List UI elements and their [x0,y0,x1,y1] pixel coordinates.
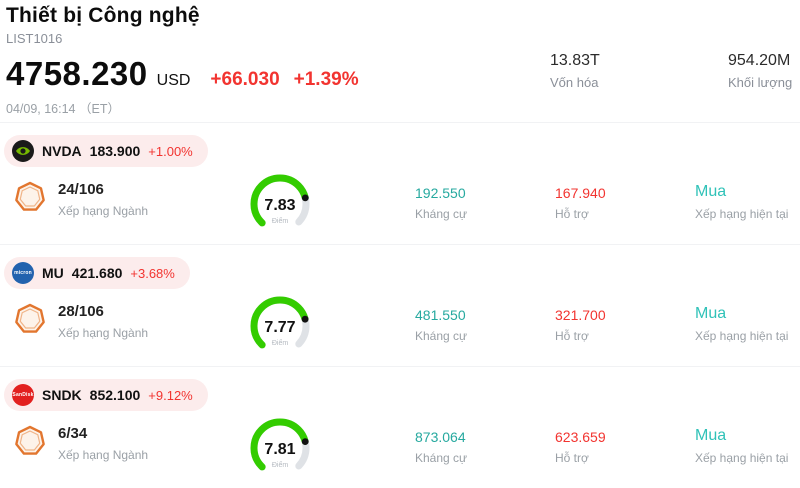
market-cap-value: 13.83T [550,52,600,69]
sector-change-pct: +1.39% [293,69,359,90]
rating-value: Mua [695,305,727,322]
support-label: Hỗ trợ [555,451,589,465]
stock-pill-sndk[interactable]: SanDisk SNDK 852.100 +9.12% [4,379,208,411]
support-label: Hỗ trợ [555,207,589,221]
support-value: 623.659 [555,429,606,445]
resistance-label: Kháng cự [415,451,468,465]
market-cap-stat: 13.83T Vốn hóa [550,52,600,90]
currency-label: USD [156,72,191,89]
resistance-value: 481.550 [415,307,466,323]
rank-badge-icon [14,181,46,218]
sector-header: Thiết bị Công nghệ LIST1016 4758.230 USD… [0,0,800,122]
score-gauge: 7.81 Điểm [238,415,322,479]
stock-row-sndk: SanDisk SNDK 852.100 +9.12% 6/34 Xếp hạn… [0,366,800,488]
industry-rank: 24/106 Xếp hạng Ngành [14,181,148,218]
rating-col: Mua Xếp hạng hiện tại [695,305,788,343]
industry-rank: 28/106 Xếp hạng Ngành [14,303,148,340]
market-cap-label: Vốn hóa [550,75,599,90]
industry-rank: 6/34 Xếp hạng Ngành [14,425,148,462]
rating-col: Mua Xếp hạng hiện tại [695,427,788,465]
sector-change: +66.030 [210,69,280,90]
stock-pill-nvda[interactable]: NVDA 183.900 +1.00% [4,135,208,167]
volume-stat: 954.20M Khối lượng [728,52,792,90]
stock-price: 183.900 [89,143,141,159]
rank-value: 6/34 [58,425,88,442]
rank-label: Xếp hạng Ngành [58,326,149,340]
volume-value: 954.20M [728,52,791,69]
score-label: Điểm [271,340,289,347]
resistance-value: 873.064 [415,429,466,445]
nvda-logo-icon [12,140,34,162]
score-label: Điểm [271,462,289,469]
ticker: NVDA [42,143,82,159]
sector-price: 4758.230 [6,55,148,92]
score-value: 7.83 [264,197,296,214]
rank-value: 24/106 [58,181,104,198]
sandisk-logo-icon: SanDisk [12,384,34,406]
page-title: Thiết bị Công nghệ [6,4,200,27]
rating-label: Xếp hạng hiện tại [695,207,789,221]
resistance-label: Kháng cự [415,207,468,221]
rating-label: Xếp hạng hiện tại [695,451,789,465]
rating-label: Xếp hạng hiện tại [695,329,789,343]
rating-value: Mua [695,427,727,444]
stock-row-mu: micron MU 421.680 +3.68% 28/106 Xếp hạng… [0,244,800,366]
rating-value: Mua [695,183,727,200]
quote-datetime: 04/09, 16:14 （ET） [6,102,120,116]
resistance-col: 873.064 Kháng cự [415,429,467,465]
stock-pill-mu[interactable]: micron MU 421.680 +3.68% [4,257,190,289]
rating-col: Mua Xếp hạng hiện tại [695,183,788,221]
score-gauge: 7.77 Điểm [238,293,322,357]
rank-value: 28/106 [58,303,104,320]
support-value: 321.700 [555,307,606,323]
micron-logo-icon: micron [12,262,34,284]
stock-change-pct: +3.68% [130,265,175,281]
support-value: 167.940 [555,185,606,201]
support-col: 623.659 Hỗ trợ [555,429,606,465]
rank-badge-icon [14,303,46,340]
stock-price: 852.100 [89,387,141,403]
score-label: Điểm [271,218,289,225]
resistance-value: 192.550 [415,185,466,201]
rank-label: Xếp hạng Ngành [58,204,149,218]
ticker: MU [42,265,64,281]
ticker: SNDK [42,387,82,403]
rank-badge-icon [14,425,46,462]
stock-row-nvda: NVDA 183.900 +1.00% 24/106 Xếp hạng Ngàn… [0,122,800,244]
resistance-col: 481.550 Kháng cự [415,307,467,343]
score-gauge: 7.83 Điểm [238,171,322,235]
score-value: 7.81 [264,441,296,458]
support-col: 321.700 Hỗ trợ [555,307,606,343]
support-label: Hỗ trợ [555,329,589,343]
list-id: LIST1016 [6,31,63,46]
resistance-label: Kháng cự [415,329,468,343]
resistance-col: 192.550 Kháng cự [415,185,467,221]
stock-price: 421.680 [71,265,123,281]
volume-label: Khối lượng [728,75,793,90]
price-row: 4758.230 USD +66.030 +1.39% [6,55,800,93]
support-col: 167.940 Hỗ trợ [555,185,606,221]
stock-change-pct: +9.12% [148,387,193,403]
rank-label: Xếp hạng Ngành [58,448,149,462]
score-value: 7.77 [264,319,296,336]
stock-change-pct: +1.00% [148,143,193,159]
